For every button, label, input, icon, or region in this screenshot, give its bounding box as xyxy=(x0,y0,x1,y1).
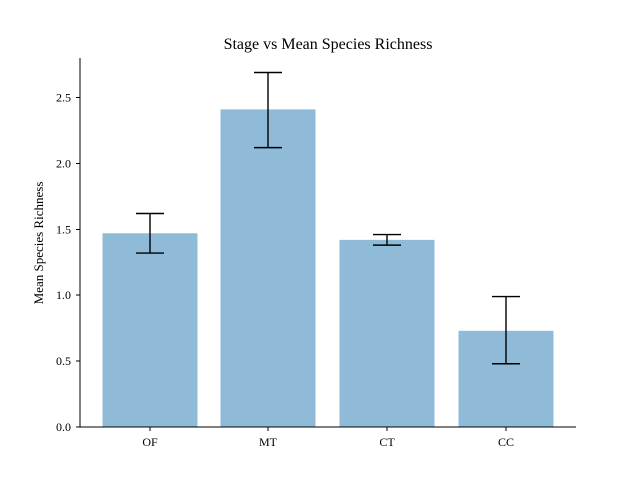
bars-layer xyxy=(102,109,554,428)
y-axis-label: Mean Species Richness xyxy=(31,182,46,305)
error-bar-mt xyxy=(254,71,282,149)
x-tick-label: CT xyxy=(379,435,395,449)
y-tick-label: 2.5 xyxy=(56,91,71,105)
y-tick-label: 0.5 xyxy=(56,354,71,368)
x-tick-label: MT xyxy=(259,435,278,449)
bar-of xyxy=(102,233,198,427)
x-axis-ticks: OF MT CT CC xyxy=(142,427,514,449)
x-tick-label: OF xyxy=(142,435,158,449)
y-axis-ticks: 0.0 0.5 1.0 1.5 2.0 2.5 xyxy=(56,91,80,434)
bar-mt xyxy=(220,109,316,428)
y-tick-label: 1.5 xyxy=(56,222,71,236)
error-bar-of xyxy=(136,212,164,254)
error-bar-cc xyxy=(492,295,520,365)
error-bars-layer xyxy=(136,71,520,365)
y-tick-label: 0.0 xyxy=(56,420,71,434)
y-tick-label: 2.0 xyxy=(56,156,71,170)
chart-title: Stage vs Mean Species Richness xyxy=(224,36,433,53)
bar-ct xyxy=(339,239,435,427)
x-tick-label: CC xyxy=(498,435,514,449)
y-tick-label: 1.0 xyxy=(56,288,71,302)
error-bar-ct xyxy=(373,233,401,246)
